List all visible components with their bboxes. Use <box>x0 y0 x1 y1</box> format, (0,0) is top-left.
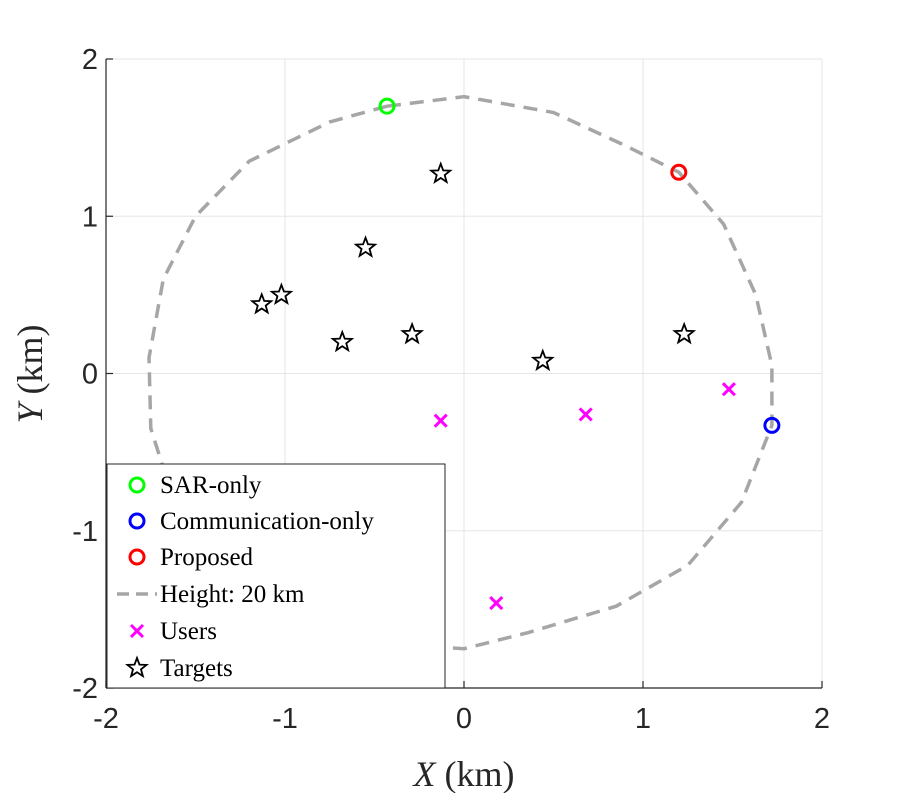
y-tick-label-3: 1 <box>82 201 98 233</box>
y-tick-label-1: -1 <box>72 516 98 548</box>
height-contour-line <box>386 94 774 651</box>
legend-targets-label: Targets <box>160 655 233 682</box>
tick-labels: -2 -1 0 1 2 -2 -1 0 1 2 <box>72 44 830 735</box>
user-point-2 <box>721 382 736 397</box>
x-tick-label-0: -2 <box>93 703 119 735</box>
target-point-6 <box>530 348 555 372</box>
x-tick-label-1: -1 <box>272 703 298 735</box>
y-axis-variable: Y <box>10 400 50 424</box>
legend-communication-only-label: Communication-only <box>160 508 374 535</box>
target-point-5 <box>400 321 425 345</box>
target-point-3 <box>269 282 294 306</box>
target-point-7 <box>672 321 697 345</box>
y-tick-label-4: 2 <box>82 44 98 76</box>
legend-users-label: Users <box>160 618 217 645</box>
x-tick-label-2: 0 <box>456 703 472 735</box>
y-tick-label-2: 0 <box>82 359 98 391</box>
x-axis-variable: X <box>412 754 438 793</box>
data-marks <box>147 94 781 651</box>
proposed-point-0 <box>670 163 688 181</box>
y-tick-label-0: -2 <box>72 673 98 705</box>
height-contour-line-left <box>147 104 388 469</box>
x-axis-label: X (km) <box>412 754 515 793</box>
x-tick-label-3: 1 <box>635 703 651 735</box>
target-point-0 <box>428 161 453 184</box>
user-point-3 <box>489 596 504 611</box>
communication-only-point-0 <box>763 416 781 434</box>
legend-sar-only-label: SAR-only <box>160 472 262 499</box>
y-axis-label: Y (km) <box>10 324 50 423</box>
user-point-1 <box>578 407 593 422</box>
legend-proposed-marker <box>128 548 146 566</box>
legend-sar-only-marker <box>128 476 146 494</box>
legend-proposed-label: Proposed <box>160 544 254 571</box>
target-point-2 <box>249 291 274 315</box>
legend-targets-marker <box>125 655 149 679</box>
sar-only-point-0 <box>378 97 396 115</box>
legend-height-label: Height: 20 km <box>160 581 305 608</box>
user-point-0 <box>433 413 448 428</box>
legend-communication-only-marker <box>128 512 146 530</box>
target-point-4 <box>330 329 355 353</box>
legend-users-marker <box>129 623 145 639</box>
legend-box <box>106 463 446 689</box>
x-tick-label-4: 2 <box>814 703 830 735</box>
legend: SAR-only Communication-only Proposed Hei… <box>106 463 446 689</box>
y-axis-unit: (km) <box>10 324 50 403</box>
target-point-1 <box>353 235 378 258</box>
x-axis-unit: (km) <box>436 754 515 793</box>
